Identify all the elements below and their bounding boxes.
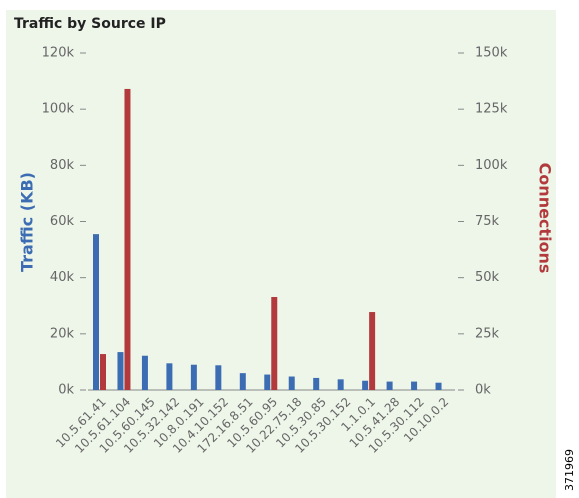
- bar: [141, 355, 148, 390]
- bar: [369, 312, 376, 390]
- bar: [190, 364, 197, 390]
- bar: [100, 354, 106, 390]
- bar: [313, 377, 320, 390]
- bar: [411, 381, 418, 390]
- y-axis-label: Traffic (KB): [18, 172, 37, 272]
- y-tick-label: 100k: [42, 102, 75, 117]
- bar: [93, 234, 99, 390]
- bar: [166, 363, 173, 390]
- bar: [271, 296, 278, 390]
- y2-tick-label: 0k: [475, 383, 491, 398]
- y2-tick-label: 25k: [475, 326, 500, 341]
- bar: [264, 374, 271, 390]
- y-tick-label: 80k: [50, 158, 75, 173]
- y2-tick-label: 150k: [475, 46, 508, 61]
- figure-id: 371969: [563, 449, 576, 491]
- bar: [215, 365, 222, 390]
- y-tick-label: 120k: [42, 46, 75, 61]
- y-tick-label: 20k: [50, 326, 75, 341]
- y2-tick-label: 75k: [475, 214, 500, 229]
- bar: [362, 380, 369, 390]
- chart-title: Traffic by Source IP: [14, 16, 166, 32]
- bar: [337, 379, 344, 390]
- y-tick-label: 40k: [50, 270, 75, 285]
- bar: [117, 352, 124, 390]
- y-tick-label: 0k: [58, 383, 74, 398]
- bar: [288, 376, 295, 390]
- y-tick-label: 60k: [50, 214, 75, 229]
- y2-tick-label: 50k: [475, 270, 500, 285]
- y2-axis-label: Connections: [536, 163, 555, 274]
- y2-tick-label: 125k: [475, 102, 508, 117]
- bar: [124, 88, 131, 391]
- bar: [386, 381, 393, 390]
- bar: [435, 382, 442, 390]
- bar: [239, 373, 246, 390]
- y2-tick-label: 100k: [475, 158, 508, 173]
